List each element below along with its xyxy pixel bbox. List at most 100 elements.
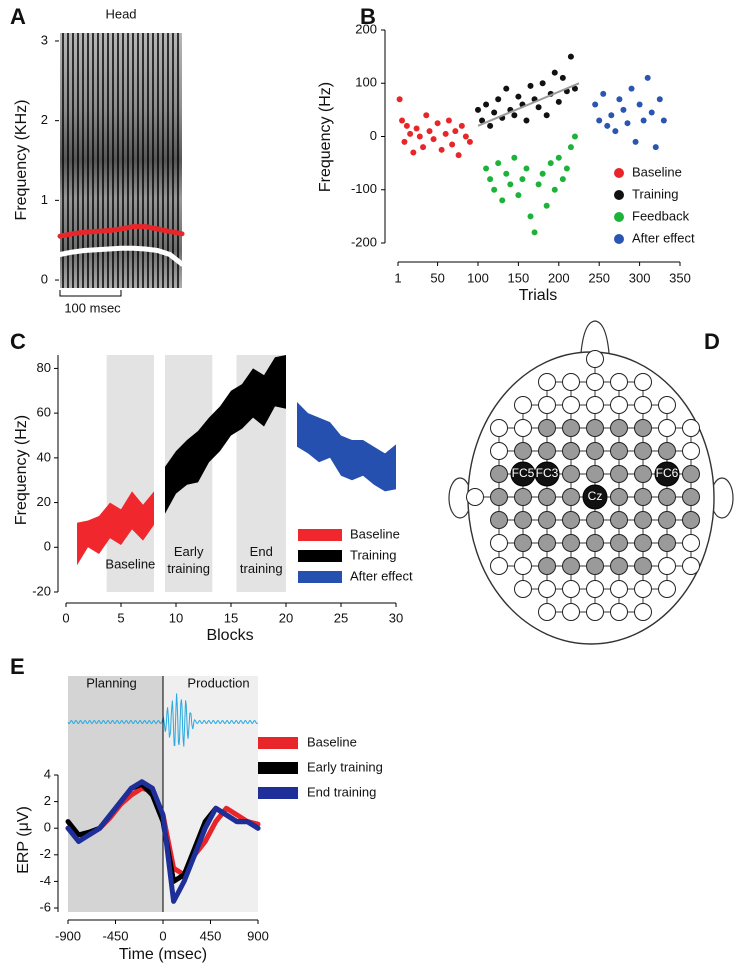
scatter-point [515, 93, 522, 100]
scatter-point [628, 85, 635, 92]
electrode [586, 419, 604, 437]
scatter-point [413, 125, 420, 132]
electrode [634, 557, 652, 575]
scatter-point [551, 69, 558, 76]
electrode [682, 442, 700, 460]
electrode [682, 488, 700, 506]
scatter-point [483, 165, 490, 172]
y-tick-label: 0 [41, 271, 48, 286]
y-tick-label: 0 [44, 539, 51, 554]
electrode [658, 442, 676, 460]
electrode [610, 396, 628, 414]
legend-swatch [298, 529, 342, 541]
scatter-point [474, 106, 481, 113]
scatter-point [523, 117, 530, 124]
electrode [682, 511, 700, 529]
electrode [610, 488, 628, 506]
x-tick-label: 15 [224, 610, 238, 625]
electrode [538, 373, 556, 391]
y-axis-label: Frequency (KHz) [13, 100, 30, 221]
y-axis-label: Frequency (Hz) [13, 415, 30, 525]
scatter-point [559, 176, 566, 183]
region-label: End training [240, 544, 283, 576]
band [297, 402, 396, 492]
scatter-point [612, 128, 619, 135]
electrode [538, 534, 556, 552]
x-axis-label: Time (msec) [119, 946, 207, 963]
scatter-point [567, 144, 574, 151]
electrode [658, 580, 676, 598]
scale-bar-label: 100 msec [64, 300, 121, 315]
electrode [538, 442, 556, 460]
y-axis-label: ERP (μV) [15, 806, 32, 874]
electrode [682, 534, 700, 552]
electrode [514, 396, 532, 414]
band [77, 491, 154, 566]
scatter-point [636, 101, 643, 108]
scale-bar [59, 290, 122, 297]
scatter-point [426, 128, 433, 135]
electrode [586, 350, 604, 368]
scatter-point [571, 133, 578, 140]
legend-swatch [258, 787, 298, 799]
electrode [538, 580, 556, 598]
x-tick-label: -900 [55, 928, 81, 943]
y-tick-label: 2 [44, 793, 51, 808]
electrode [682, 465, 700, 483]
scatter-point [449, 141, 456, 148]
electrode [514, 511, 532, 529]
legend-label: After effect [632, 230, 695, 245]
scatter-point [420, 144, 427, 151]
electrode [562, 557, 580, 575]
legend-label: Training [632, 186, 678, 201]
y-tick-label: -6 [39, 899, 51, 914]
scatter-point [407, 130, 414, 137]
y-tick-label: 3 [41, 32, 48, 47]
data-line [65, 779, 261, 904]
electrode [562, 465, 580, 483]
panel-label: C [10, 329, 26, 354]
x-tick-label: 300 [629, 270, 651, 285]
scatter-point [563, 165, 570, 172]
legend-swatch [614, 190, 624, 200]
scatter-point [503, 85, 510, 92]
electrode [682, 557, 700, 575]
scatter-point [652, 144, 659, 151]
electrode [514, 488, 532, 506]
electrode [586, 373, 604, 391]
electrode [610, 419, 628, 437]
legend-label: Baseline [632, 164, 682, 179]
x-axis-label: Blocks [206, 627, 253, 644]
scatter-point [495, 160, 502, 167]
legend-label: Training [350, 547, 396, 562]
electrode [586, 465, 604, 483]
scatter-point [396, 96, 403, 103]
y-tick-label: 0 [370, 128, 377, 143]
electrode [490, 534, 508, 552]
scatter-point [416, 133, 423, 140]
electrode [610, 557, 628, 575]
y-tick-label: -100 [351, 181, 377, 196]
electrode [658, 557, 676, 575]
scatter-point [531, 229, 538, 236]
y-tick-label: -2 [39, 846, 51, 861]
scatter-point [442, 130, 449, 137]
x-tick-label: 10 [169, 610, 183, 625]
scatter-point [403, 122, 410, 129]
region [106, 355, 154, 592]
x-tick-label: 1 [394, 270, 401, 285]
electrode-label: FC6 [656, 466, 679, 480]
legend-label: Feedback [632, 208, 690, 223]
scatter-point [555, 98, 562, 105]
x-tick-label: 30 [389, 610, 403, 625]
electrode [538, 396, 556, 414]
electrode-label: Cz [588, 489, 603, 503]
region [68, 676, 163, 912]
legend-label: Early training [307, 759, 383, 774]
scatter-point [452, 128, 459, 135]
chart-title: Head [105, 6, 136, 21]
x-tick-label: 900 [247, 928, 269, 943]
trend-line [477, 82, 580, 127]
legend-swatch [298, 571, 342, 583]
